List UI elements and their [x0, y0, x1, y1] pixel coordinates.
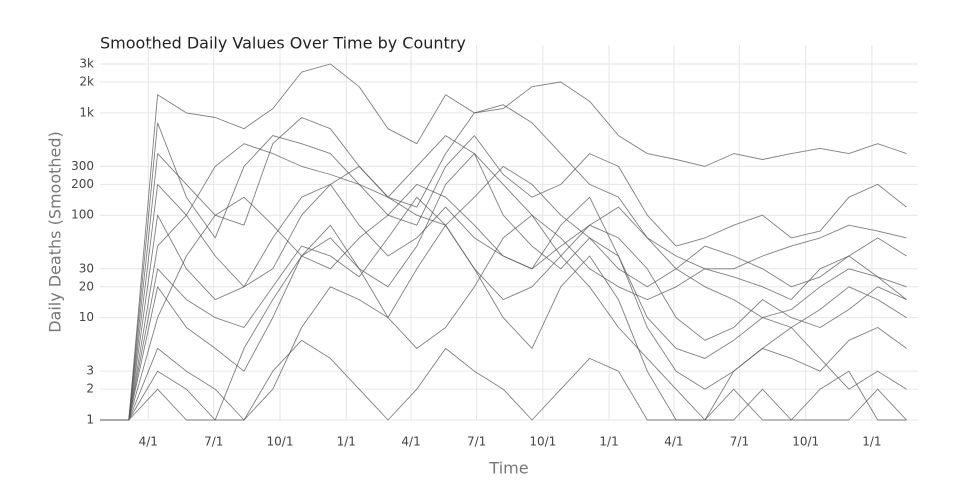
series-line — [100, 165, 907, 421]
y-tick-label: 3k — [79, 57, 94, 71]
y-tick-label: 2k — [79, 75, 94, 89]
series-line — [100, 183, 907, 421]
x-tick-label: 7/1 — [204, 435, 223, 449]
series-line — [100, 63, 907, 421]
x-tick-label: 10/1 — [267, 435, 294, 449]
series-line — [100, 224, 907, 421]
y-axis-title: Daily Deaths (Smoothed) — [46, 131, 65, 333]
y-tick-label: 1k — [79, 105, 94, 119]
y-tick-label: 2 — [86, 382, 94, 396]
chart-title: Smoothed Daily Values Over Time by Count… — [100, 34, 466, 53]
series-line — [100, 339, 907, 421]
y-tick-label: 3 — [86, 364, 94, 378]
series-line — [100, 214, 907, 421]
series-line — [100, 183, 907, 421]
series-line — [100, 104, 907, 421]
y-tick-label: 10 — [79, 310, 94, 324]
series-line — [100, 196, 907, 421]
x-tick-label: 1/1 — [337, 435, 356, 449]
x-tick-label: 7/1 — [730, 435, 749, 449]
y-tick-label: 20 — [79, 279, 94, 293]
y-tick-label: 30 — [79, 261, 94, 275]
y-tick-label: 300 — [71, 159, 94, 173]
x-tick-label: 4/1 — [401, 435, 420, 449]
series-line — [100, 122, 907, 421]
x-tick-label: 1/1 — [862, 435, 881, 449]
x-tick-label: 10/1 — [792, 435, 819, 449]
x-axis-title: Time — [488, 459, 528, 478]
x-tick-label: 10/1 — [529, 435, 556, 449]
y-tick-label: 200 — [71, 177, 94, 191]
y-tick-label: 1 — [86, 413, 94, 427]
grid — [100, 45, 918, 421]
x-tick-label: 7/1 — [467, 435, 486, 449]
series-line — [100, 135, 907, 421]
x-tick-label: 4/1 — [139, 435, 158, 449]
x-tick-label: 4/1 — [664, 435, 683, 449]
series-line — [100, 153, 907, 421]
x-tick-label: 1/1 — [599, 435, 618, 449]
y-tick-label: 100 — [71, 208, 94, 222]
